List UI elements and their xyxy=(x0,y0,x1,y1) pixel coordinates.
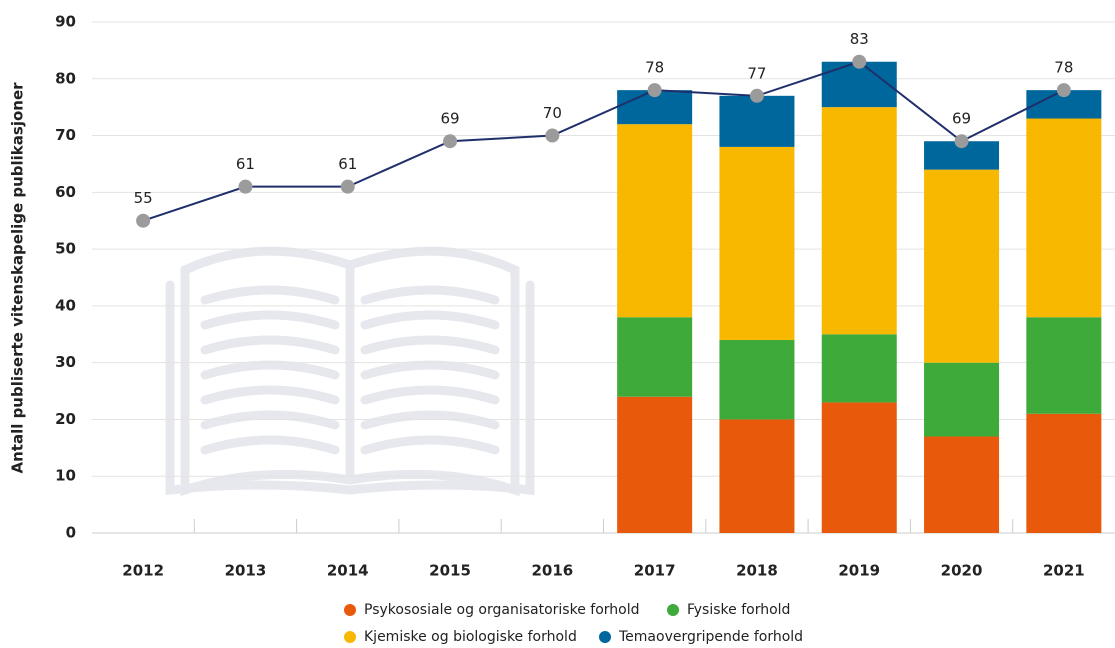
bar-segment xyxy=(719,339,795,420)
data-label: 61 xyxy=(236,155,255,173)
y-tick-label: 10 xyxy=(55,467,76,485)
legend-label: Psykososiale og organisatoriske forhold xyxy=(364,602,640,618)
bar-segment xyxy=(924,169,1000,363)
legend-marker xyxy=(667,604,679,616)
line-point xyxy=(340,179,355,194)
x-tick-label: 2013 xyxy=(225,562,267,580)
y-tick-label: 50 xyxy=(55,240,76,258)
x-tick-label: 2019 xyxy=(838,562,880,580)
bar-segment xyxy=(719,146,795,340)
x-tick-label: 2020 xyxy=(941,562,983,580)
legend-label: Temaovergripende forhold xyxy=(618,629,803,645)
book-watermark xyxy=(165,246,535,497)
legend-marker xyxy=(599,631,611,643)
y-tick-label: 40 xyxy=(55,296,76,314)
x-tick-label: 2014 xyxy=(327,562,369,580)
data-label: 55 xyxy=(134,189,153,207)
x-tick-label: 2015 xyxy=(429,562,471,580)
data-label: 77 xyxy=(747,64,766,82)
line-point xyxy=(1056,83,1071,98)
bar-segment xyxy=(617,396,693,533)
y-tick-label: 60 xyxy=(55,183,76,201)
bar-segment xyxy=(1026,317,1102,414)
bar-segment xyxy=(719,419,795,533)
y-tick-label: 30 xyxy=(55,353,76,371)
data-label: 69 xyxy=(441,110,460,128)
bar-segment xyxy=(1026,413,1102,533)
bar-segment xyxy=(1026,118,1102,318)
line-point xyxy=(647,83,662,98)
legend-label: Kjemiske og biologiske forhold xyxy=(364,629,577,645)
total-line xyxy=(142,60,1065,222)
line-point xyxy=(954,134,969,149)
bar-segment xyxy=(617,124,693,318)
line-point xyxy=(545,128,560,143)
bar-segment xyxy=(617,317,693,397)
bar-segment xyxy=(821,402,897,533)
y-tick-label: 0 xyxy=(66,524,76,542)
data-label: 78 xyxy=(1054,59,1073,77)
line-point xyxy=(443,134,458,149)
data-label: 83 xyxy=(850,30,869,48)
data-label: 70 xyxy=(543,104,562,122)
legend-label: Fysiske forhold xyxy=(687,602,790,618)
data-label: 69 xyxy=(952,110,971,128)
x-tick-label: 2016 xyxy=(531,562,573,580)
bar-segment xyxy=(821,107,897,335)
x-tick-label: 2021 xyxy=(1043,562,1085,580)
legend-marker xyxy=(344,631,356,643)
legend-marker xyxy=(344,604,356,616)
bar-segment xyxy=(719,95,795,147)
y-tick-label: 90 xyxy=(55,13,76,31)
data-label: 61 xyxy=(338,155,357,173)
line-point xyxy=(749,88,764,103)
data-label: 78 xyxy=(645,59,664,77)
bar-segment xyxy=(924,436,1000,533)
bar-segment xyxy=(821,334,897,403)
bar-segment xyxy=(924,362,1000,437)
y-axis-title: Antall publiserte vitenskapelige publika… xyxy=(9,82,27,474)
line-point xyxy=(238,179,253,194)
x-tick-label: 2018 xyxy=(736,562,778,580)
line-point xyxy=(852,54,867,69)
line-point xyxy=(136,213,151,228)
y-tick-label: 70 xyxy=(55,126,76,144)
x-tick-label: 2012 xyxy=(122,562,164,580)
y-tick-label: 20 xyxy=(55,410,76,428)
x-tick-label: 2017 xyxy=(634,562,676,580)
y-tick-label: 80 xyxy=(55,69,76,87)
